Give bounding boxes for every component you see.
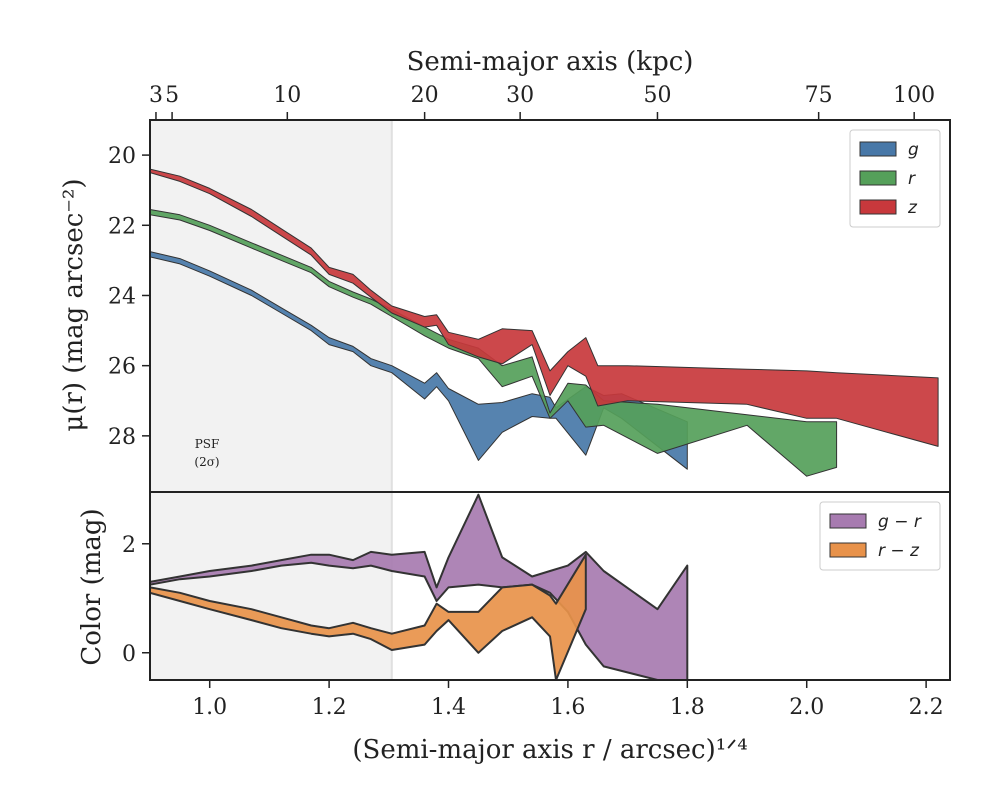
- ytick-label: 26: [108, 355, 136, 380]
- legend-swatch-z: [859, 199, 897, 215]
- psf-shade: [150, 492, 392, 680]
- ytick-label: 22: [108, 214, 136, 239]
- ytick-label: 24: [108, 284, 136, 309]
- xtick-label: 1.4: [431, 695, 466, 720]
- legend-label-z: z: [907, 198, 918, 218]
- psf-label: (2σ): [194, 455, 219, 469]
- ytick-label: 0: [122, 642, 136, 667]
- xtick-label: 1.6: [550, 695, 585, 720]
- plot-area-upper: [150, 120, 939, 492]
- psf-label: PSF: [195, 437, 220, 451]
- top-tick-label: 10: [273, 83, 301, 108]
- lower-panel-ylabel: Color (mag): [77, 508, 107, 665]
- legend-swatch-r: [859, 170, 897, 186]
- axes-frame: [149, 491, 951, 681]
- top-tick-label: 50: [643, 83, 671, 108]
- plot-area-lower: [150, 492, 689, 680]
- xtick-label: 1.8: [670, 695, 705, 720]
- upper-panel-ylabel: μ(r) (mag arcsec⁻²): [59, 178, 89, 431]
- band-r: [150, 209, 838, 477]
- top-tick-label: 5: [165, 83, 179, 108]
- band-r-z: [150, 553, 587, 680]
- x-axis-label: (Semi-major axis r / arcsec)¹ᐟ⁴: [352, 735, 747, 765]
- legend-swatch-g-r: [829, 513, 867, 529]
- ytick-label: 2: [122, 533, 136, 558]
- legend-label-r: r: [908, 169, 916, 189]
- band-z: [150, 168, 939, 447]
- top-tick-label: 20: [411, 83, 439, 108]
- top-tick-label: 100: [893, 83, 935, 108]
- legend-label-g-r: g − r: [878, 512, 922, 532]
- xtick-label: 1.0: [192, 695, 227, 720]
- ytick-label: 20: [108, 144, 136, 169]
- top-axis-label: Semi-major axis (kpc): [407, 47, 694, 77]
- xtick-label: 1.2: [312, 695, 347, 720]
- top-tick-label: 3: [149, 83, 163, 108]
- xtick-label: 2.0: [789, 695, 824, 720]
- lower-panel: 0 2 1.0 1.2 1.4 1.6 1.8 2.0 2.2 g − r r − z: [122, 491, 951, 720]
- legend-swatch-r-z: [829, 542, 867, 558]
- top-tick-label: 75: [805, 83, 833, 108]
- xtick-label: 2.2: [909, 695, 944, 720]
- legend-label-g: g: [908, 140, 919, 160]
- ytick-label: 28: [108, 425, 136, 450]
- legend-label-r-z: r − z: [878, 541, 920, 561]
- legend-swatch-g: [859, 141, 897, 157]
- top-tick-label: 30: [506, 83, 534, 108]
